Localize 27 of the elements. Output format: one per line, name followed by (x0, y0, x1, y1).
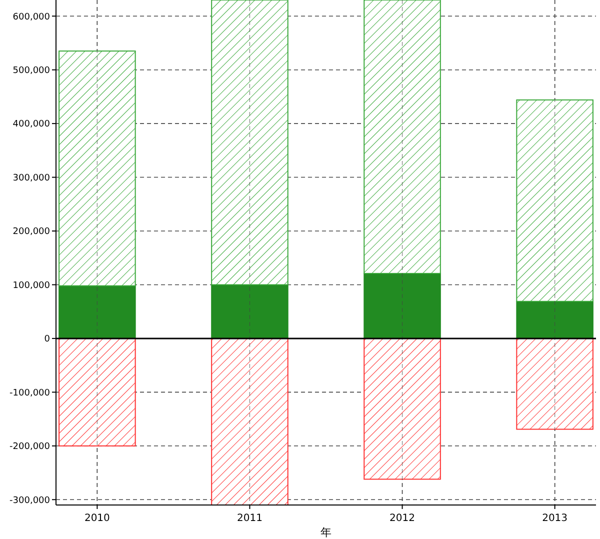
bar (58, 50, 136, 286)
bar (364, 338, 441, 480)
bar (58, 338, 136, 446)
bar (58, 285, 136, 339)
y-tick-label: -300,000 (10, 496, 50, 506)
x-tick-label: 2012 (390, 513, 415, 524)
bar (211, 284, 288, 339)
bar (516, 300, 594, 339)
y-tick-label: 100,000 (12, 280, 50, 291)
y-tick-label: -200,000 (10, 442, 50, 452)
bar (516, 338, 594, 430)
x-tick-label: 2011 (237, 513, 262, 524)
bar (516, 99, 594, 302)
y-tick-label: 400,000 (12, 120, 50, 130)
y-tick-label: 300,000 (12, 173, 50, 184)
y-tick-label: 600,000 (12, 12, 50, 22)
bar (211, 338, 288, 505)
y-tick-label: 500,000 (12, 66, 50, 76)
y-tick-label: 200,000 (12, 227, 50, 238)
bar (364, 272, 441, 339)
bar (364, 0, 441, 274)
x-axis-title: 年 (320, 526, 332, 539)
bar (211, 0, 288, 286)
x-tick-label: 2010 (84, 513, 110, 524)
y-tick-label: 0 (44, 334, 50, 345)
x-tick-label: 2013 (542, 513, 568, 524)
y-tick-label: -100,000 (10, 388, 50, 398)
